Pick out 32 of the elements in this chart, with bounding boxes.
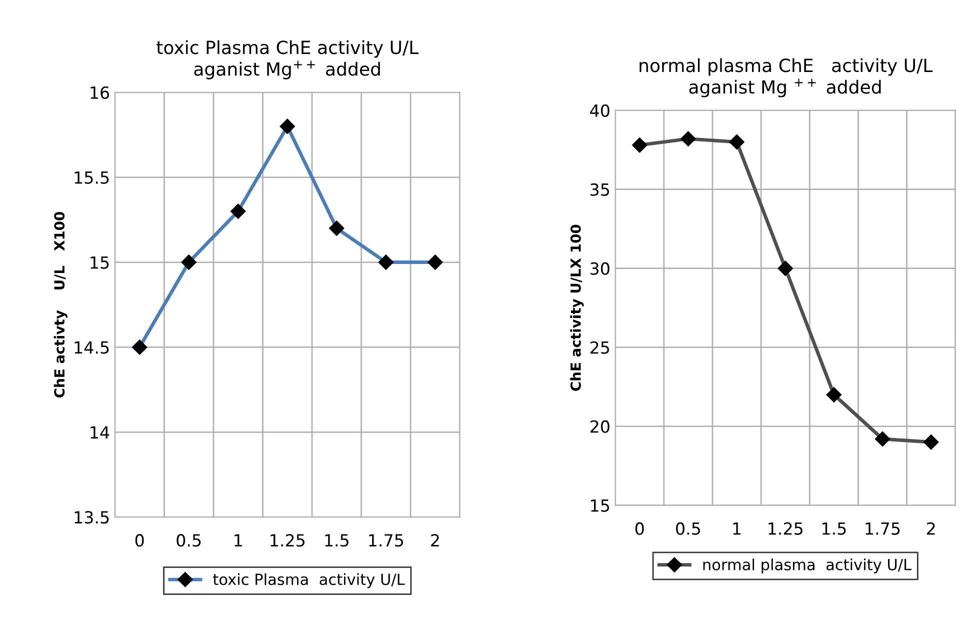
x-tick-label: 0 [135, 534, 144, 547]
y-tick-label: 20 [590, 420, 610, 433]
y-tick-label: 16 [90, 86, 110, 99]
x-tick-label: 0 [635, 522, 644, 535]
chart-title: normal plasma ChE activity U/L aganist Mg $^{++}$ added [640, 58, 933, 98]
x-tick-label: 1 [234, 534, 242, 546]
y-tick-label: 15.5 [74, 172, 109, 184]
x-tick-label: 1.25 [768, 522, 802, 535]
x-tick-label: 1.75 [866, 522, 900, 535]
y-tick-label: 40 [590, 104, 610, 117]
y-axis-title: ChE activty U/L X100 [54, 212, 68, 398]
legend-label: toxic Plasma activity U/L [213, 573, 405, 588]
y-tick-label: 30 [590, 262, 610, 275]
y-tick-label: 25 [590, 341, 610, 354]
x-tick-label: 1.5 [325, 534, 348, 547]
x-tick-label: 0.5 [176, 534, 201, 547]
y-axis-title: ChE activity U/LX 100 [570, 224, 584, 391]
x-tick-label: 1.5 [822, 522, 846, 535]
y-tick-label: 35 [590, 183, 610, 196]
y-tick-label: 15 [90, 256, 109, 269]
x-tick-label: 2 [431, 534, 439, 546]
x-tick-label: 1.25 [270, 534, 304, 547]
y-tick-label: 13.5 [74, 511, 109, 524]
x-tick-label: 1 [733, 522, 741, 535]
x-tick-label: 0.5 [676, 522, 700, 535]
x-tick-label: 2 [927, 522, 935, 535]
x-tick-label: 1.75 [369, 534, 404, 547]
y-tick-label: 14 [90, 426, 110, 438]
legend-label: normal plasma activity U/L [703, 558, 912, 574]
chart-title: toxic Plasma ChE activity U/L aganist Mg$^{++}$ added [156, 40, 419, 80]
y-tick-label: 15 [591, 499, 610, 512]
y-tick-label: 14.5 [74, 341, 109, 354]
